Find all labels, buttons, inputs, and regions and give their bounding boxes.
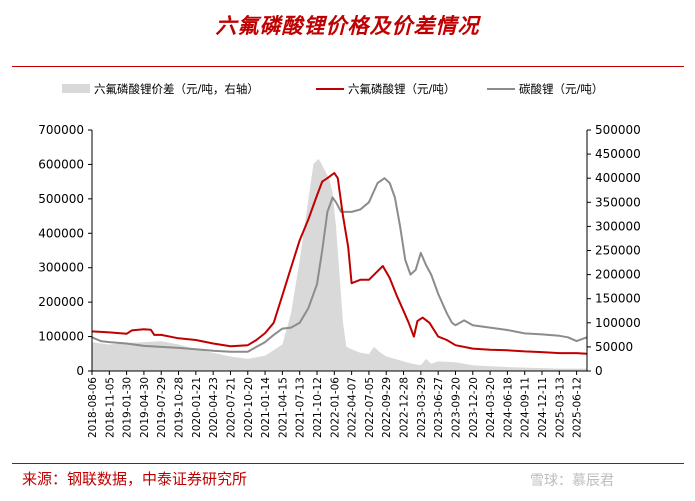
legend-label-lipf6: 六氟磷酸锂（元/吨） (348, 82, 455, 96)
x-axis-tick-label: 2022-07-05 (364, 377, 376, 438)
left-axis-tick-label: 300000 (38, 261, 84, 275)
series-spread-area (92, 158, 587, 371)
right-axis-tick-label: 0 (595, 364, 603, 378)
x-axis-tick-label: 2018-11-05 (104, 377, 116, 438)
x-axis-tick-label: 2021-04-15 (277, 377, 289, 438)
x-axis-tick-label: 2023-03-29 (416, 377, 428, 438)
right-axis-tick-label: 100000 (595, 316, 641, 330)
left-axis-tick-label: 0 (76, 364, 84, 378)
legend: 六氟磷酸锂价差（元/吨，右轴） 六氟磷酸锂（元/吨） 碳酸锂（元/吨） (62, 82, 603, 96)
x-axis-tick-label: 2024-12-11 (537, 377, 549, 438)
left-axis-tick-label: 400000 (38, 226, 84, 240)
right-axis-tick-label: 450000 (595, 147, 641, 161)
right-axis-tick-label: 500000 (595, 123, 641, 137)
x-axis-tick-label: 2020-10-20 (243, 377, 255, 438)
left-axis-tick-label: 600000 (38, 157, 84, 171)
plot-area (91, 158, 588, 371)
x-axis-tick-label: 2020-07-21 (226, 377, 238, 438)
legend-swatch-spread (62, 84, 90, 93)
right-axis-tick-label: 250000 (595, 244, 641, 258)
source-rule (12, 463, 684, 464)
x-axis-tick-label: 2021-10-12 (312, 377, 324, 438)
x-axis-tick-label: 2025-03-13 (554, 377, 566, 438)
series-lipf6-line (91, 172, 588, 355)
x-axis-tick-label: 2020-01-21 (191, 377, 203, 438)
x-axis-tick-label: 2024-06-18 (502, 377, 514, 438)
right-axis-tick-label: 400000 (595, 171, 641, 185)
right-axis-tick-label: 200000 (595, 268, 641, 282)
chart-title: 六氟磷酸锂价格及价差情况 (215, 13, 480, 38)
left-axis-tick-label: 200000 (38, 295, 84, 309)
x-axis-tick-label: 2019-01-30 (122, 377, 134, 438)
x-axis-tick-label: 2019-07-29 (156, 377, 168, 438)
right-axis-tick-label: 350000 (595, 195, 641, 209)
x-axis-tick-label: 2024-09-11 (520, 377, 532, 438)
right-axis-tick-label: 150000 (595, 292, 641, 306)
right-axis-tick-label: 50000 (595, 340, 633, 354)
x-axis-tick-label: 2021-07-13 (295, 377, 307, 438)
x-axis-tick-label: 2022-01-06 (329, 377, 341, 438)
left-axis-tick-label: 100000 (38, 330, 84, 344)
x-axis-tick-label: 2023-09-20 (451, 377, 463, 438)
x-axis-tick-label: 2023-06-27 (433, 377, 445, 438)
left-axis-tick-label: 500000 (38, 192, 84, 206)
title-rule (12, 66, 684, 67)
source-text: 来源：钢联数据，中泰证券研究所 (22, 470, 248, 488)
x-axis-tick-label: 2025-06-12 (572, 377, 584, 438)
x-axis-tick-label: 2019-10-28 (174, 377, 186, 438)
x-axis-tick-label: 2022-09-29 (381, 377, 393, 438)
left-axis-tick-label: 700000 (38, 123, 84, 137)
x-axis-tick-label: 2020-04-23 (208, 377, 220, 438)
x-axis-tick-label: 2022-04-07 (347, 377, 359, 438)
x-axis-tick-label: 2021-01-14 (260, 377, 272, 438)
axes: 0100000200000300000400000500000600000700… (38, 123, 641, 438)
x-axis-tick-label: 2023-12-20 (468, 377, 480, 438)
watermark-text: 雪球：慕辰君 (530, 473, 614, 489)
legend-label-li2co3: 碳酸锂（元/吨） (519, 82, 603, 96)
right-axis-tick-label: 300000 (595, 219, 641, 233)
x-axis-tick-label: 2018-08-06 (87, 377, 99, 438)
x-axis-tick-label: 2024-03-20 (485, 377, 497, 438)
x-axis-tick-label: 2022-12-28 (399, 377, 411, 438)
series-li2co3-line (91, 177, 588, 353)
legend-label-spread: 六氟磷酸锂价差（元/吨，右轴） (94, 82, 259, 96)
x-axis-tick-label: 2019-04-30 (139, 377, 151, 438)
